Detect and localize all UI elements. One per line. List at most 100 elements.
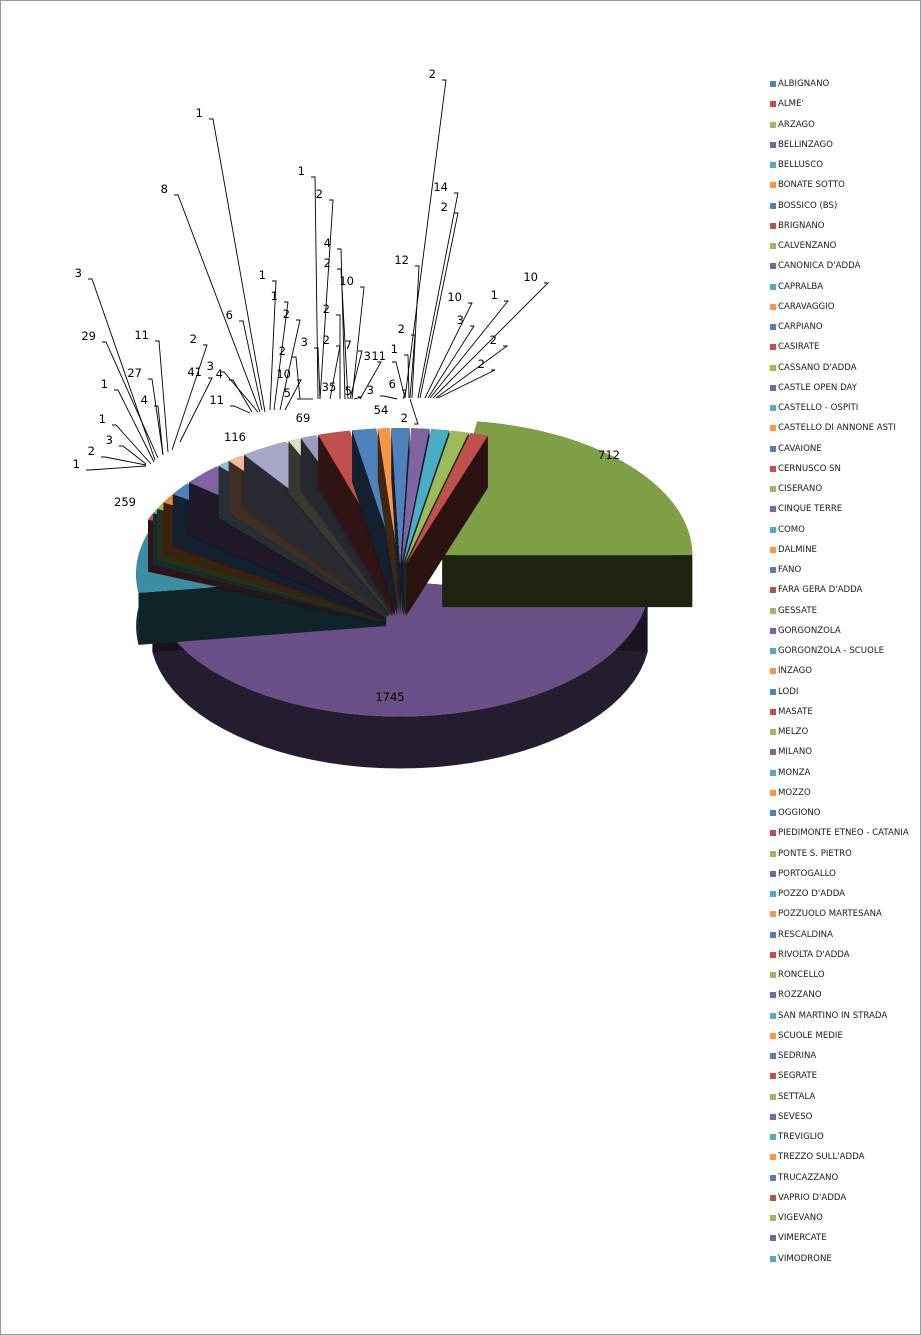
legend-label: BELLUSCO [778,160,823,170]
legend-item: SEVESO [770,1109,812,1125]
legend-swatch [770,1255,776,1262]
data-label: 6 [226,308,233,322]
legend-label: ALBIGNANO [778,79,830,89]
legend-swatch [770,263,776,270]
legend-label: CANONICA D'ADDA [778,261,861,272]
legend-item: CASTELLO - OSPITI [770,400,858,416]
fan-slice [403,429,450,564]
legend-item: COMO [770,522,805,538]
data-label: 1745 [375,690,404,704]
leader-line [419,212,459,399]
leader-line [319,199,334,400]
legend-label: MONZA [778,767,811,778]
legend-swatch [770,1215,776,1221]
legend-label: BRIGNANO [778,220,825,231]
legend-swatch [770,506,776,513]
data-label: 27 [127,366,142,380]
leader-line [279,319,301,411]
legend-swatch [770,1032,776,1039]
leader-line [114,389,155,463]
leader-line [174,194,261,413]
legend-item: VIGEVANO [770,1210,823,1226]
legend-swatch [770,627,776,634]
legend-label: MASATE [778,706,813,717]
legend-label: LODI [778,686,799,697]
data-label: 2 [323,333,330,347]
leader-line [229,379,253,413]
legend-label: DALMINE [778,544,817,555]
legend-swatch [770,222,776,229]
legend-item: BELLINZAGO [770,137,833,153]
data-label: 2 [190,332,197,346]
legend-label: GORGONZOLA [778,625,841,636]
leader-line [337,248,346,400]
legend-swatch [770,546,776,553]
data-label: 7 [345,338,352,352]
data-label: 10 [339,274,354,288]
leader-line [424,302,473,399]
legend-swatch [770,911,776,918]
data-label: 10 [276,367,291,381]
fan-slice-side-cut [243,454,390,617]
legend-label: BOSSICO (BS) [778,200,838,211]
legend-item: BRIGNANO [770,218,825,234]
legend-item: FARA GERA D'ADDA [770,582,862,598]
leader-line [88,278,156,461]
legend-swatch [770,749,776,756]
legend-item: MONZA [770,765,810,781]
legend-swatch [770,567,776,573]
fan-slice [377,428,399,564]
legend-label: SEGRATE [778,1071,818,1082]
legend-item: ROZZANO [770,987,822,1003]
legend-label: PONTE S. PIETRO [778,848,852,859]
legend-label: SAN MARTINO IN STRADA [778,1010,888,1021]
data-label: 3 [367,383,374,397]
leader-line [404,79,447,399]
legend-item: MILANO [770,744,812,760]
data-label: 54 [374,403,389,417]
slice-1745-side [152,600,648,769]
data-label: 35 [322,380,337,394]
legend-item: CAPRALBA [770,279,823,295]
legend-item: ALBIGNANO [770,76,829,92]
legend-item: POZZUOLO MARTESANA [770,906,882,922]
legend-label: VIMERCATE [778,1233,827,1244]
leader-line [429,300,509,399]
legend-swatch [770,729,776,735]
leader-line [409,398,419,425]
data-label: 1 [298,164,305,178]
legend-label: CASTLE OPEN DAY [778,382,857,393]
legend-label: CINQUE TERRE [778,504,843,515]
legend-swatch [770,1194,776,1201]
legend-item: RESCALDINA [770,927,833,943]
data-label: 2 [324,256,331,270]
legend-item: FANO [770,562,801,578]
legend-swatch [770,891,776,897]
legend-label: ARZAGO [778,119,815,130]
leader-line [411,265,420,399]
legend-swatch [770,850,776,857]
data-label: 4 [141,393,148,407]
legend-label: RONCELLO [778,970,825,980]
legend-swatch [770,972,776,978]
legend-label: CASSANO D'ADDA [778,362,857,373]
data-label: 2 [88,444,95,458]
legend-label: GESSATE [778,605,818,616]
legend-swatch [770,121,776,128]
leader-line [155,340,169,453]
legend-swatch [770,243,776,249]
legend-label: BELLINZAGO [778,139,833,150]
legend-item: CARPIANO [770,319,823,335]
legend-label: FARA GERA D'ADDA [778,585,863,596]
legend-swatch [770,1134,776,1140]
legend-item: CINQUE TERRE [770,501,842,517]
fan-slice-side-cut [318,434,395,616]
leader-line [417,192,459,399]
leader-line [311,176,319,400]
legend-swatch [770,951,776,958]
legend-swatch [770,405,776,411]
fan-slice [404,430,469,564]
legend-swatch [770,1093,776,1100]
data-label: 2 [490,333,497,347]
legend-swatch [770,668,776,675]
